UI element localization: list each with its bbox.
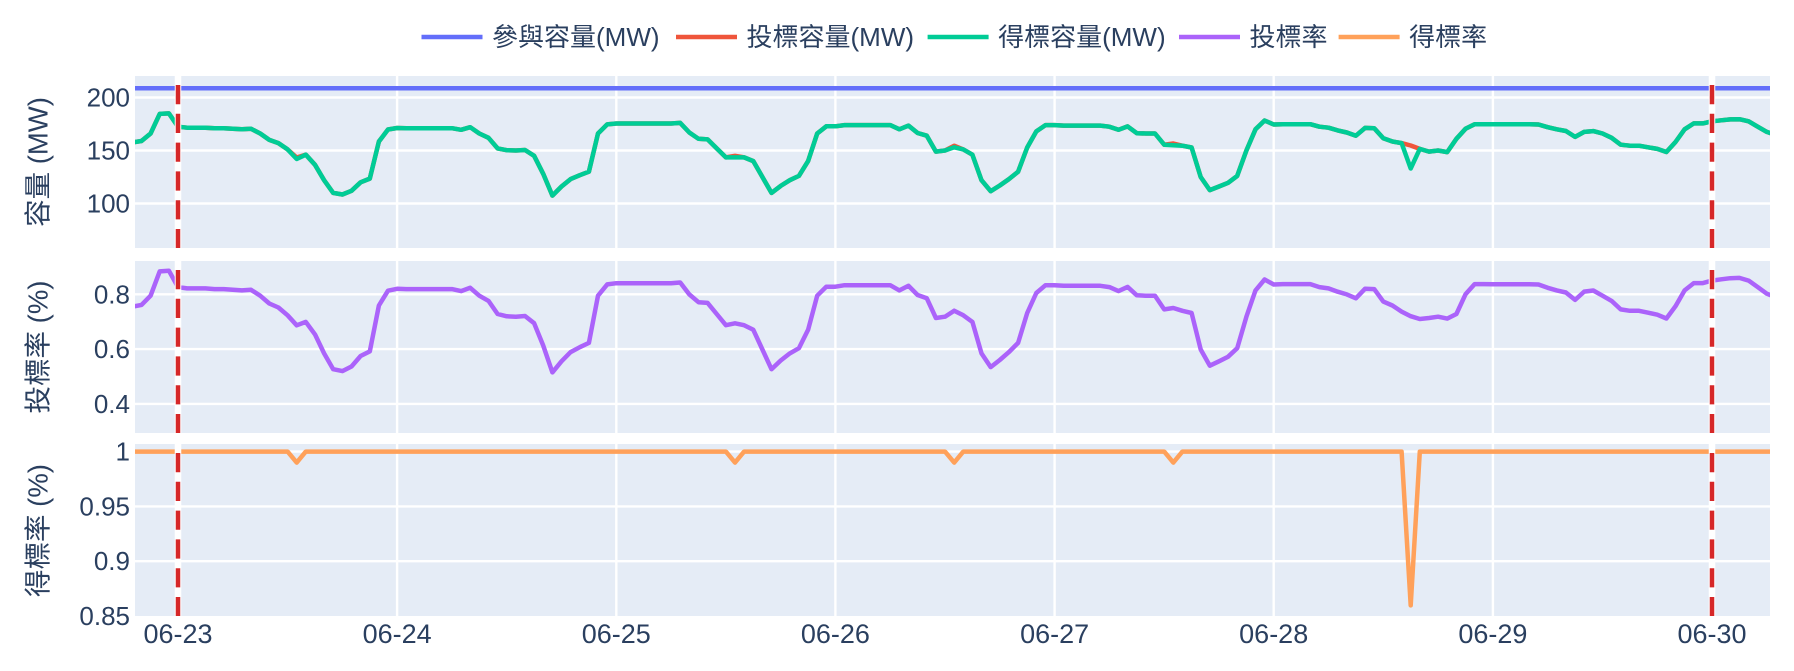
svg-text:(MW): (MW) xyxy=(23,97,54,164)
svg-text:1: 1 xyxy=(116,437,130,467)
svg-text:06-24: 06-24 xyxy=(363,619,432,649)
svg-text:(MW): (MW) xyxy=(596,22,660,52)
svg-text:06-30: 06-30 xyxy=(1677,619,1746,649)
svg-text:(%): (%) xyxy=(23,464,54,507)
svg-text:06-23: 06-23 xyxy=(143,619,212,649)
svg-text:(MW): (MW) xyxy=(851,22,915,52)
svg-text:0.85: 0.85 xyxy=(79,601,130,631)
svg-text:0.4: 0.4 xyxy=(94,389,130,419)
svg-text:0.95: 0.95 xyxy=(79,491,130,521)
svg-text:06-26: 06-26 xyxy=(801,619,870,649)
svg-text:0.9: 0.9 xyxy=(94,546,130,576)
svg-text:06-27: 06-27 xyxy=(1020,619,1089,649)
svg-text:(%): (%) xyxy=(23,281,54,324)
svg-text:0.6: 0.6 xyxy=(94,334,130,364)
svg-text:150: 150 xyxy=(87,136,130,166)
svg-text:0.8: 0.8 xyxy=(94,279,130,309)
svg-text:06-28: 06-28 xyxy=(1239,619,1308,649)
svg-text:(MW): (MW) xyxy=(1102,22,1166,52)
svg-text:100: 100 xyxy=(87,189,130,219)
svg-text:200: 200 xyxy=(87,83,130,113)
svg-text:06-29: 06-29 xyxy=(1458,619,1527,649)
svg-text:06-25: 06-25 xyxy=(582,619,651,649)
